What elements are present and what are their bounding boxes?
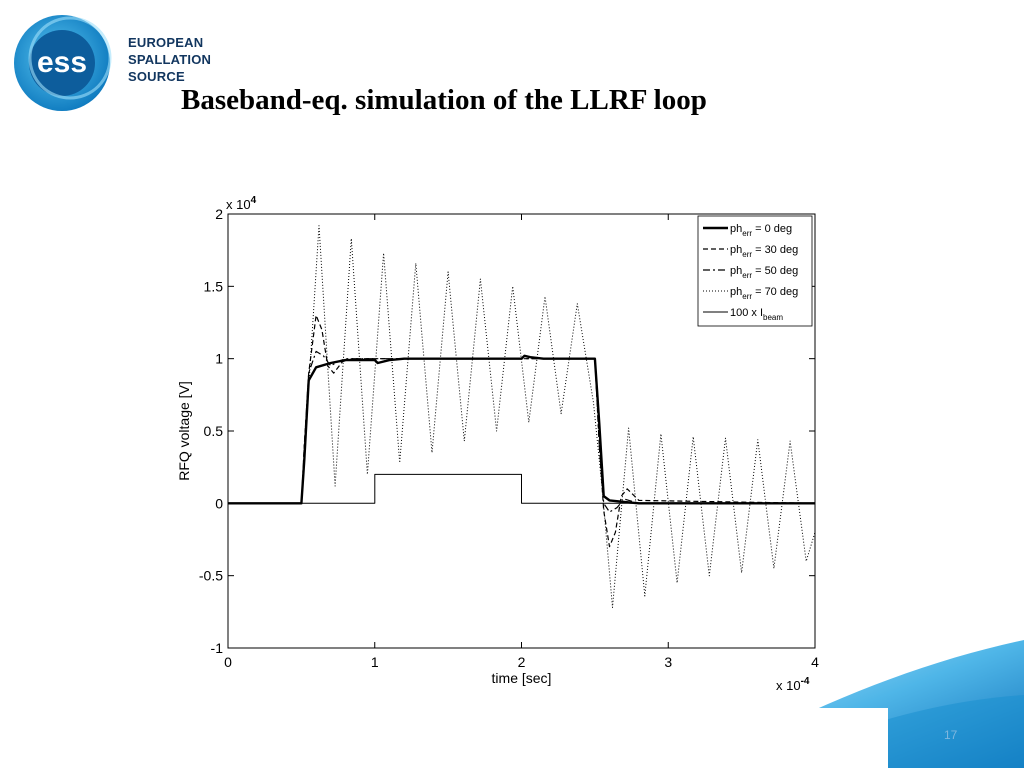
- y-tick-label-5: 1.5: [204, 278, 224, 294]
- legend: pherr = 0 deg pherr = 30 deg pherr = 50 de…: [697, 215, 813, 327]
- legend-label-0: pherr = 0 deg: [730, 223, 792, 238]
- brand-line-2: SPALLATION: [128, 52, 212, 67]
- x-tick-label-0: 0: [224, 654, 232, 670]
- x-axis-multiplier: x 10-4: [776, 676, 810, 693]
- brand-line-3: SOURCE: [128, 69, 185, 84]
- legend-box: [697, 215, 813, 327]
- brand-line-1: EUROPEAN: [128, 35, 204, 50]
- series-line-2: [228, 350, 815, 513]
- y-axis-label: RFQ voltage [V]: [176, 381, 192, 481]
- ess-logo: ess: [10, 8, 230, 118]
- y-tick-label-6: 2: [215, 206, 223, 222]
- x-axis-label: time [sec]: [492, 670, 552, 686]
- series-line-1: [228, 314, 816, 548]
- y-tick-label-4: 1: [215, 351, 223, 367]
- x-tick-label-3: 3: [664, 654, 672, 670]
- x-tick-label-2: 2: [518, 654, 526, 670]
- x-tick-label-4: 4: [811, 654, 819, 670]
- page-number: 17: [944, 728, 958, 742]
- y-axis-multiplier: x 104: [226, 195, 257, 212]
- y-tick-label-0: -1: [211, 640, 224, 656]
- slide-title: Baseband-eq. simulation of the LLRF loop: [181, 84, 707, 116]
- legend-label-1: pherr = 30 deg: [730, 244, 798, 259]
- legend-label-2: pherr = 50 deg: [730, 265, 798, 280]
- y-tick-label-2: 0: [215, 495, 223, 511]
- logo-mark: ess: [37, 46, 87, 79]
- series-line-4: [228, 473, 815, 504]
- x-tick-label-1: 1: [371, 654, 379, 670]
- legend-label-4: 100 x Ibeam: [730, 307, 783, 322]
- y-tick-label-1: -0.5: [199, 568, 223, 584]
- series-layer: [228, 225, 816, 608]
- tick-layer: 0 1 2 3 4 -1 -0.5 0 0.5 1 1.5 2: [199, 206, 819, 670]
- legend-label-3: pherr = 70 deg: [730, 286, 798, 301]
- y-tick-label-3: 0.5: [204, 423, 224, 439]
